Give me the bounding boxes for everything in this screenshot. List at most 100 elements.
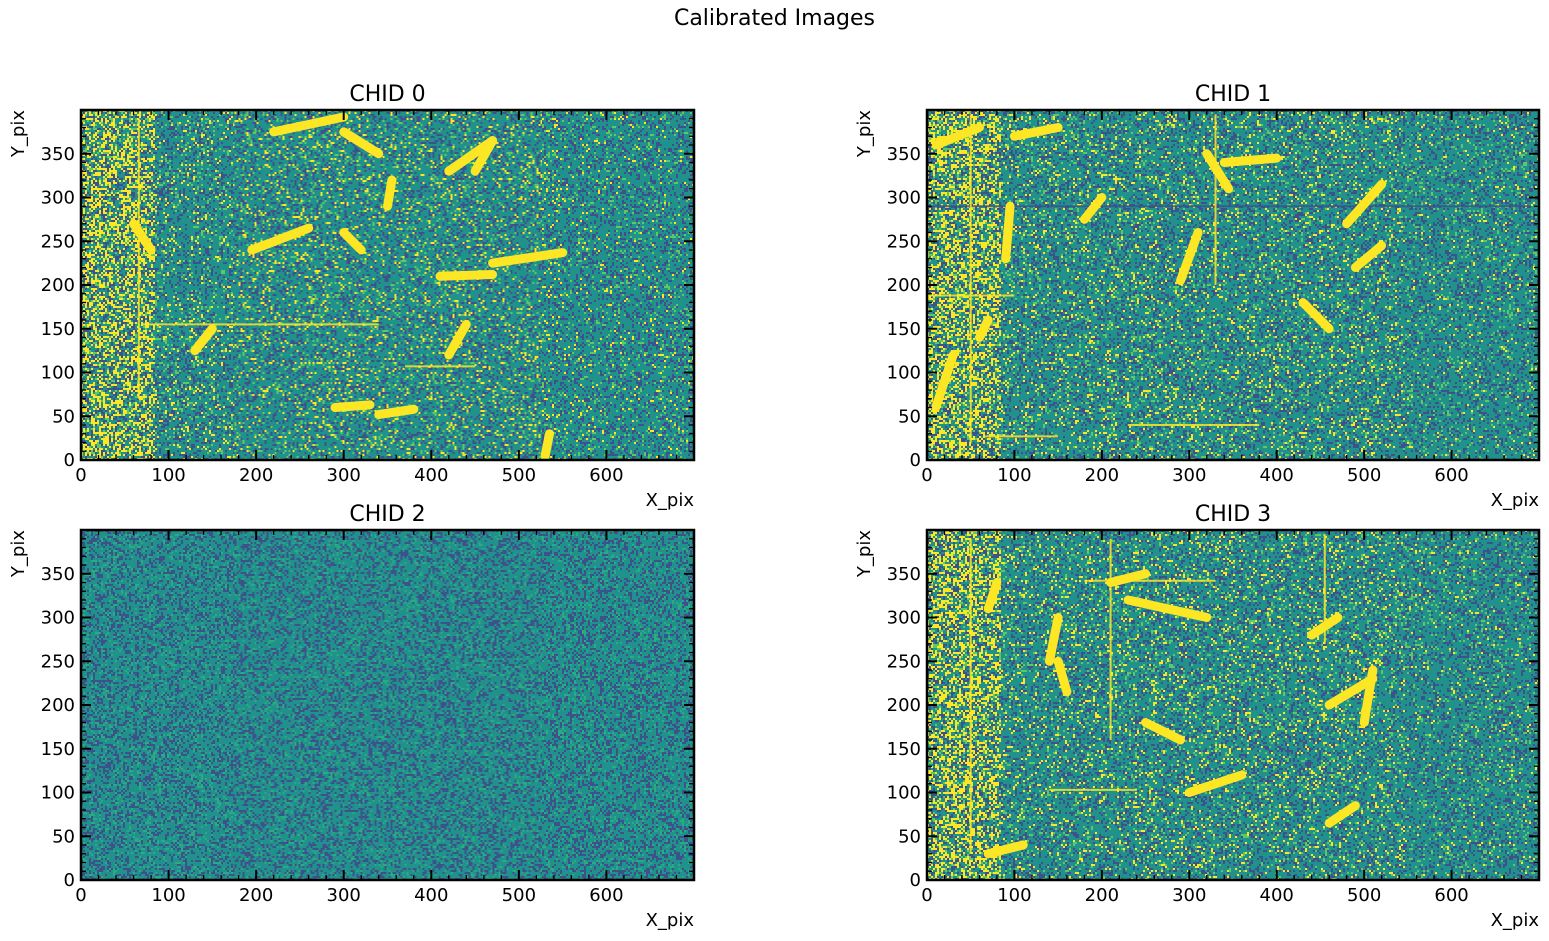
saturated-track (444, 319, 471, 360)
x-tick-label: 200 (239, 465, 273, 486)
x-tick-label: 500 (502, 465, 536, 486)
figure-suptitle: Calibrated Images (673, 6, 876, 31)
y-tick-label: 350 (41, 564, 75, 585)
x-tick-label: 300 (327, 465, 361, 486)
y-axis-label: Y_pix (8, 110, 29, 158)
saturated-track (470, 136, 498, 176)
y-tick-label: 50 (898, 826, 921, 847)
x-axis-label: X_pix (1491, 490, 1540, 511)
x-axis-label: X_pix (646, 910, 695, 931)
y-tick-label: 300 (41, 608, 75, 629)
panel-title: CHID 1 (1195, 82, 1271, 107)
y-tick-label: 0 (64, 870, 75, 891)
x-tick-label: 0 (921, 885, 932, 906)
saturated-track (1324, 801, 1360, 828)
saturated-track (269, 112, 349, 137)
y-tick-label: 0 (910, 870, 921, 891)
y-tick-label: 250 (887, 651, 921, 672)
y-tick-label: 250 (41, 651, 75, 672)
saturated-track (1079, 193, 1107, 224)
saturated-track (1044, 613, 1063, 666)
saturated-track (1359, 665, 1378, 727)
y-tick-label: 50 (52, 406, 75, 427)
y-tick-label: 200 (41, 695, 75, 716)
x-tick-label: 300 (1172, 885, 1206, 906)
heatmap-features (969, 534, 1378, 859)
saturated-track (1202, 149, 1234, 194)
y-tick-label: 150 (41, 319, 75, 340)
x-tick-label: 400 (1260, 885, 1294, 906)
x-axis-label: X_pix (646, 490, 695, 511)
y-tick-label: 100 (41, 783, 75, 804)
saturated-track (1053, 656, 1072, 697)
saturated-track (1342, 179, 1387, 229)
x-tick-label: 100 (151, 885, 185, 906)
x-tick-label: 0 (921, 465, 932, 486)
panel-title: CHID 3 (1195, 502, 1271, 527)
x-tick-label: 500 (1347, 885, 1381, 906)
y-tick-label: 300 (887, 608, 921, 629)
y-axis-label: Y_pix (8, 530, 29, 578)
heatmap-image (81, 110, 694, 460)
saturated-track (540, 429, 555, 460)
y-axis-label: Y_pix (854, 530, 875, 578)
panel-chid-2: 0 100 200 300 400 500 600 0 50 100 150 200 250 300 350… (8, 502, 696, 931)
heatmap-features (927, 114, 1531, 443)
x-tick-label: 500 (1347, 465, 1381, 486)
x-axis-label: X_pix (1491, 910, 1540, 931)
y-tick-label: 200 (887, 275, 921, 296)
saturated-track (1001, 201, 1015, 264)
saturated-track (247, 223, 314, 255)
y-tick-label: 100 (887, 363, 921, 384)
y-tick-label: 200 (887, 695, 921, 716)
y-tick-label: 200 (41, 275, 75, 296)
x-tick-label: 200 (1085, 465, 1119, 486)
x-tick-label: 100 (997, 465, 1031, 486)
y-tick-label: 0 (64, 450, 75, 471)
panel-chid-0: 0 100 200 300 400 500 600 0 50 100 150 200 250 300 350… (8, 82, 696, 511)
saturated-track (1298, 298, 1334, 334)
x-tick-label: 200 (1085, 885, 1119, 906)
y-tick-label: 350 (887, 144, 921, 165)
x-tick-label: 100 (997, 885, 1031, 906)
x-tick-label: 0 (75, 885, 86, 906)
y-tick-label: 150 (887, 739, 921, 760)
y-tick-label: 250 (41, 231, 75, 252)
x-tick-label: 600 (589, 885, 623, 906)
saturated-track (983, 578, 1002, 614)
y-axis-label: Y_pix (854, 110, 875, 158)
y-tick-label: 250 (887, 231, 921, 252)
y-tick-label: 150 (41, 739, 75, 760)
x-tick-label: 300 (327, 885, 361, 906)
y-tick-label: 50 (52, 826, 75, 847)
x-tick-label: 400 (414, 885, 448, 906)
saturated-track (1324, 674, 1378, 710)
x-tick-label: 600 (589, 465, 623, 486)
heatmap-image (927, 530, 1539, 880)
x-tick-label: 600 (1434, 465, 1468, 486)
y-tick-label: 300 (887, 188, 921, 209)
x-tick-label: 500 (502, 885, 536, 906)
saturated-track (129, 219, 156, 255)
y-tick-label: 300 (41, 188, 75, 209)
x-tick-label: 600 (1434, 885, 1468, 906)
saturated-track (339, 228, 366, 255)
saturated-track (383, 175, 397, 211)
panel-title: CHID 0 (349, 82, 425, 107)
saturated-track (1106, 569, 1151, 587)
x-tick-label: 300 (1172, 465, 1206, 486)
heatmap-image (927, 110, 1539, 460)
x-tick-label: 200 (239, 885, 273, 906)
saturated-track (190, 324, 217, 356)
saturated-track (488, 248, 568, 268)
y-tick-label: 350 (887, 564, 921, 585)
saturated-track (339, 127, 384, 159)
saturated-track (1123, 595, 1212, 622)
saturated-track (435, 270, 498, 281)
x-tick-label: 100 (151, 465, 185, 486)
saturated-track (931, 350, 958, 412)
panel-chid-3: 0 100 200 300 400 500 600 0 50 100 150 200 250 300 350… (854, 502, 1541, 931)
x-tick-label: 400 (1260, 465, 1294, 486)
x-tick-label: 0 (75, 465, 86, 486)
